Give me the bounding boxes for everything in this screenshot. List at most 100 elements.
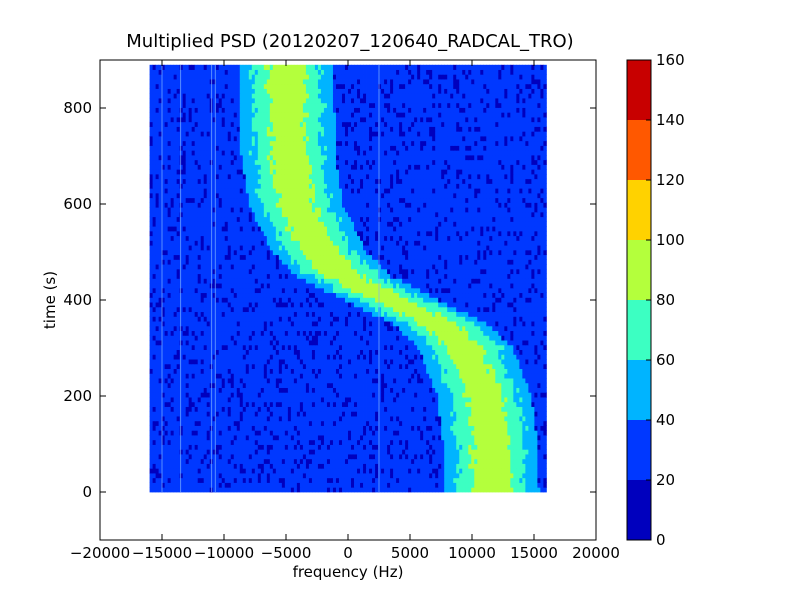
heatmap-cell bbox=[248, 373, 253, 379]
heatmap-cell bbox=[260, 430, 265, 436]
heatmap-cell bbox=[507, 411, 511, 417]
heatmap-cell bbox=[387, 311, 391, 317]
heatmap-cell bbox=[354, 325, 358, 332]
heatmap-cell bbox=[423, 330, 427, 336]
heatmap-cell bbox=[191, 330, 196, 336]
heatmap-cell bbox=[275, 468, 280, 474]
heatmap-cell bbox=[329, 482, 334, 488]
heatmap-cell bbox=[179, 439, 184, 445]
heatmap-cell bbox=[423, 473, 427, 479]
heatmap-cell bbox=[191, 411, 196, 417]
heatmap-cell bbox=[417, 473, 421, 479]
heatmap-cell bbox=[278, 363, 283, 369]
heatmap-cell bbox=[227, 373, 232, 379]
heatmap-cell bbox=[278, 420, 283, 426]
heatmap-cell bbox=[344, 354, 349, 360]
heatmap-cell bbox=[317, 311, 322, 317]
heatmap-cell bbox=[534, 454, 538, 460]
heatmap-cell bbox=[338, 340, 343, 346]
heatmap-cell bbox=[302, 378, 307, 384]
heatmap-cell bbox=[477, 406, 481, 412]
heatmap-cell bbox=[414, 435, 418, 441]
heatmap-cell bbox=[332, 344, 337, 350]
heatmap-cell bbox=[525, 439, 529, 445]
heatmap-cell bbox=[254, 321, 259, 327]
heatmap-cell bbox=[185, 373, 190, 379]
heatmap-cell bbox=[302, 487, 307, 493]
heatmap-cell bbox=[206, 392, 211, 398]
heatmap-cell bbox=[534, 468, 538, 474]
heatmap-cell bbox=[447, 420, 451, 426]
heatmap-cell bbox=[369, 468, 373, 474]
heatmap-cell bbox=[474, 473, 478, 479]
heatmap-cell bbox=[164, 344, 169, 350]
heatmap-cell bbox=[284, 473, 289, 479]
heatmap-cell bbox=[215, 311, 220, 317]
heatmap-cell bbox=[477, 435, 481, 441]
heatmap-cell bbox=[432, 373, 436, 379]
heatmap-cell bbox=[381, 392, 385, 398]
heatmap-cell bbox=[453, 392, 457, 398]
heatmap-cell bbox=[251, 420, 256, 426]
heatmap-cell bbox=[363, 340, 367, 346]
heatmap-cell bbox=[435, 349, 439, 355]
heatmap-cell bbox=[528, 473, 532, 479]
heatmap-cell bbox=[417, 397, 421, 403]
heatmap-cell bbox=[296, 444, 301, 450]
heatmap-cell bbox=[191, 439, 196, 445]
heatmap-cell bbox=[254, 454, 259, 460]
heatmap-cell bbox=[323, 449, 328, 455]
heatmap-cell bbox=[369, 344, 373, 350]
heatmap-cell bbox=[426, 444, 430, 450]
heatmap-cell bbox=[344, 349, 349, 355]
heatmap-cell bbox=[462, 363, 466, 369]
heatmap-cell bbox=[468, 458, 472, 464]
heatmap-cell bbox=[420, 359, 424, 365]
heatmap-cell bbox=[332, 363, 337, 369]
heatmap-cell bbox=[354, 406, 358, 412]
heatmap-cell bbox=[429, 416, 433, 422]
heatmap-cell bbox=[426, 387, 430, 393]
heatmap-cell bbox=[522, 487, 526, 493]
heatmap-cell bbox=[191, 482, 196, 488]
heatmap-cell bbox=[543, 416, 547, 422]
heatmap-cell bbox=[450, 373, 454, 379]
heatmap-cell bbox=[203, 344, 208, 350]
heatmap-cell bbox=[420, 435, 424, 441]
heatmap-cell bbox=[453, 444, 457, 450]
heatmap-cell bbox=[444, 482, 448, 488]
heatmap-cell bbox=[381, 425, 385, 431]
heatmap-cell bbox=[182, 316, 187, 322]
heatmap-cell bbox=[525, 349, 529, 355]
heatmap-cell bbox=[164, 378, 169, 384]
heatmap-cell bbox=[233, 406, 238, 412]
heatmap-cell bbox=[275, 420, 280, 426]
heatmap-cell bbox=[459, 321, 463, 327]
heatmap-cell bbox=[468, 463, 472, 469]
heatmap-cell bbox=[363, 354, 367, 360]
heatmap-cell bbox=[525, 397, 529, 403]
heatmap-cell bbox=[411, 354, 415, 360]
heatmap-cell bbox=[320, 468, 325, 474]
heatmap-cell bbox=[344, 416, 349, 422]
heatmap-cell bbox=[158, 420, 163, 426]
heatmap-cell bbox=[170, 316, 175, 322]
heatmap-cell bbox=[384, 439, 388, 445]
heatmap-cell bbox=[320, 416, 325, 422]
heatmap-cell bbox=[399, 397, 403, 403]
heatmap-cell bbox=[459, 444, 463, 450]
heatmap-cell bbox=[326, 454, 331, 460]
heatmap-cell bbox=[507, 463, 511, 469]
heatmap-cell bbox=[543, 321, 547, 327]
heatmap-cell bbox=[155, 316, 160, 322]
heatmap-cell bbox=[459, 477, 463, 483]
heatmap-cell bbox=[447, 325, 451, 332]
heatmap-cell bbox=[212, 392, 217, 398]
heatmap-cell bbox=[287, 325, 292, 332]
heatmap-cell bbox=[284, 373, 289, 379]
heatmap-cell bbox=[408, 344, 412, 350]
plot-area bbox=[99, 59, 597, 541]
heatmap-cell bbox=[351, 378, 355, 384]
heatmap-cell bbox=[348, 373, 352, 379]
heatmap-cell bbox=[381, 482, 385, 488]
